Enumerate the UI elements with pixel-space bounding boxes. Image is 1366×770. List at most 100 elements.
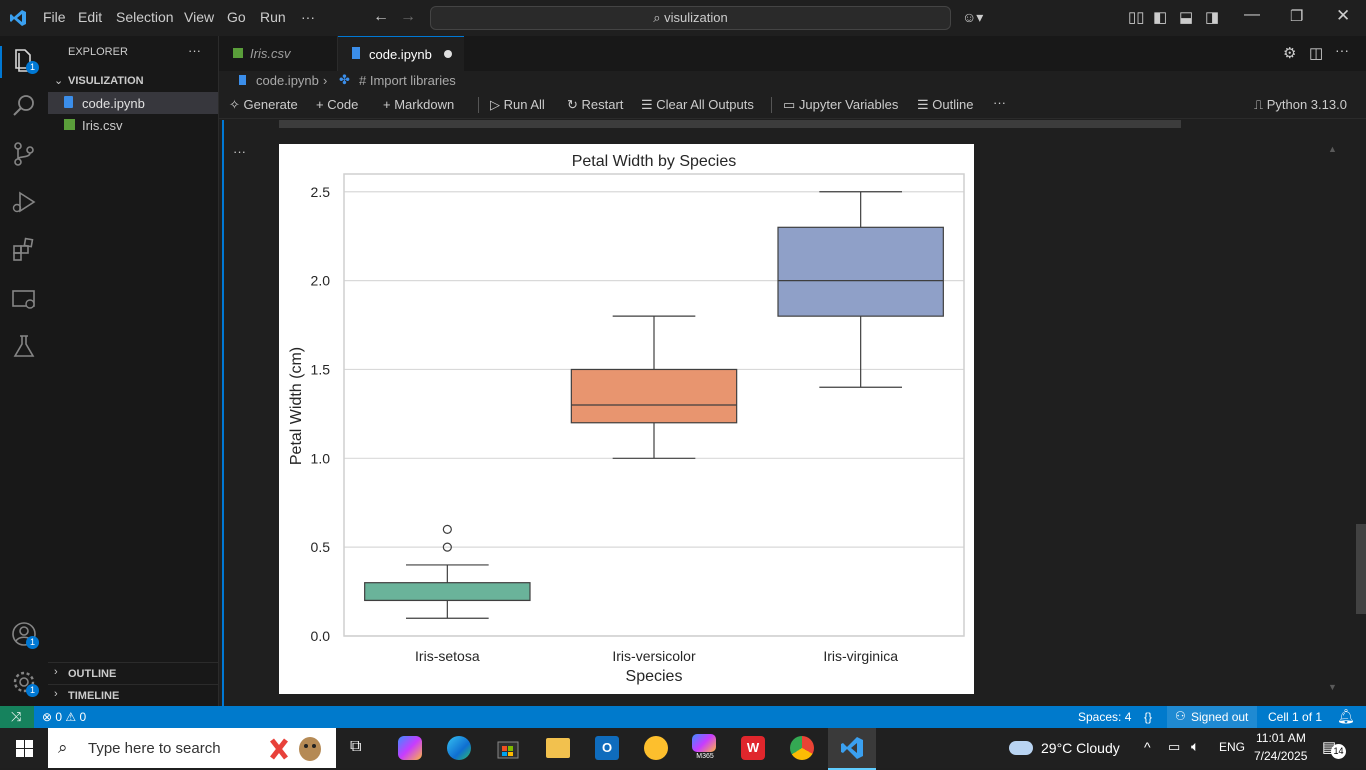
menu-view[interactable]: View: [184, 9, 215, 25]
close-window-icon[interactable]: ✕: [1336, 6, 1351, 25]
language-braces-icon[interactable]: {}: [1144, 710, 1153, 724]
horizontal-scrollbar[interactable]: [279, 120, 1181, 128]
cell-indicator[interactable]: Cell 1 of 1: [1268, 710, 1323, 724]
menu-more[interactable]: ···: [301, 9, 315, 25]
remote-explorer-icon[interactable]: [10, 286, 38, 314]
run-debug-icon[interactable]: [10, 188, 38, 216]
notification-center-icon[interactable]: ▤ 14: [1322, 738, 1346, 759]
remote-icon: ⤨: [11, 709, 22, 724]
forward-arrow-icon[interactable]: →: [400, 8, 416, 25]
y-tick-label: 2.5: [311, 184, 331, 200]
copilot-app-icon[interactable]: [398, 736, 422, 760]
scroll-up-icon[interactable]: ▲: [1328, 144, 1337, 154]
box-iris-virginica: [777, 191, 944, 388]
vscode-logo-icon[interactable]: [9, 9, 27, 27]
clear-outputs-button[interactable]: ☰ Clear All Outputs: [641, 97, 754, 112]
battery-icon[interactable]: ▭: [1168, 739, 1181, 754]
testing-icon[interactable]: [10, 332, 38, 360]
signed-out-status[interactable]: ⚇ Signed out: [1167, 706, 1257, 728]
breadcrumb-file[interactable]: code.ipynb: [256, 73, 319, 88]
menu-selection[interactable]: Selection: [116, 9, 174, 25]
toolbar-more-button[interactable]: ···: [993, 95, 1006, 110]
unsaved-dot-icon[interactable]: [444, 50, 452, 58]
tab-iris-csv[interactable]: Iris.csv: [219, 36, 338, 71]
language-indicator[interactable]: ENG: [1219, 740, 1246, 754]
customize-layout-icon[interactable]: ▯▯: [1128, 9, 1145, 26]
csv-file-icon: [64, 119, 75, 130]
cell-output-more[interactable]: ···: [233, 144, 246, 159]
timeline-section[interactable]: › TIMELINE: [48, 684, 218, 707]
x-tick-label: Iris-setosa: [415, 648, 480, 664]
minimize-icon[interactable]: —: [1244, 6, 1260, 23]
outline-button[interactable]: ☰ Outline: [917, 97, 974, 112]
toggle-secondary-sidebar-icon[interactable]: ◨: [1205, 9, 1220, 26]
file-item-iris-csv[interactable]: Iris.csv: [48, 114, 218, 136]
restart-icon: ↻: [567, 97, 582, 112]
more-actions-icon[interactable]: ···: [1335, 42, 1349, 58]
source-control-icon[interactable]: [10, 140, 38, 168]
toggle-panel-icon[interactable]: ⬓: [1179, 9, 1194, 26]
extensions-icon[interactable]: [10, 236, 38, 264]
add-code-button[interactable]: + Code: [316, 97, 359, 112]
remote-indicator[interactable]: ⤨: [0, 706, 34, 728]
outlier-point: [442, 542, 452, 552]
folder-header[interactable]: ⌄ VISULIZATION: [48, 72, 218, 92]
command-center-search[interactable]: ⌕ visulization: [430, 6, 951, 30]
gear-icon[interactable]: ⚙: [1283, 45, 1297, 62]
explorer-title: EXPLORER: [68, 46, 128, 58]
outline-label: OUTLINE: [68, 668, 117, 680]
notification-count: 14: [1331, 744, 1346, 759]
breadcrumb-symbol[interactable]: # Import libraries: [359, 73, 456, 88]
task-view-icon[interactable]: ⧉: [350, 738, 362, 755]
menu-run[interactable]: Run: [260, 9, 286, 25]
outline-section[interactable]: › OUTLINE: [48, 662, 218, 685]
restart-button[interactable]: ↻ Restart: [567, 97, 624, 112]
toolbar-divider: [771, 97, 772, 113]
settings-gear-icon[interactable]: [10, 668, 38, 696]
back-arrow-icon[interactable]: ←: [373, 8, 389, 25]
plot-frame: [343, 173, 965, 637]
windows-start-icon[interactable]: [16, 740, 33, 757]
taskbar-search-box[interactable]: ⌕ Type here to search: [48, 728, 336, 768]
explorer-more-button[interactable]: ···: [188, 43, 201, 58]
generate-button[interactable]: ✧ Generate: [229, 97, 298, 112]
notifications-bell-icon[interactable]: 🔔︎: [1337, 708, 1355, 724]
m365-app-icon[interactable]: M365: [692, 734, 718, 762]
accounts-icon: ⚇: [1175, 709, 1186, 723]
boxplot-chart: Petal Width by Species 0.0 0.5 1.0 1.5 2.0 2.…: [279, 144, 974, 694]
wps-office-icon[interactable]: W: [741, 736, 765, 760]
jupyter-variables-button[interactable]: ▭ Jupyter Variables: [783, 97, 899, 112]
chevron-up-icon[interactable]: ^: [1144, 739, 1151, 755]
file-item-code-ipynb[interactable]: code.ipynb: [48, 92, 218, 114]
run-all-button[interactable]: ▷ Run All: [490, 97, 545, 112]
split-editor-icon[interactable]: ◫: [1309, 45, 1324, 62]
kernel-picker[interactable]: ⎍ Python 3.13.0: [1254, 97, 1347, 112]
vscode-taskbar-button[interactable]: [828, 728, 876, 770]
outlook-icon[interactable]: O: [595, 736, 619, 760]
microsoft-store-icon[interactable]: [497, 737, 519, 759]
menu-edit[interactable]: Edit: [78, 9, 103, 25]
file-explorer-icon[interactable]: [546, 738, 570, 758]
toggle-sidebar-icon[interactable]: ◧: [1153, 9, 1168, 26]
menu-go[interactable]: Go: [227, 9, 246, 25]
clock-time[interactable]: 11:01 AM: [1256, 731, 1306, 745]
problems-indicator[interactable]: ⊗ 0 ⚠ 0: [42, 710, 87, 724]
volume-icon[interactable]: 🔈︎: [1191, 738, 1200, 754]
add-markdown-button[interactable]: + Markdown: [383, 97, 455, 112]
search-icon: ⌕: [58, 738, 68, 757]
vpn-shield-icon[interactable]: [644, 736, 668, 760]
search-icon[interactable]: [10, 92, 38, 120]
toolbar-divider: [478, 97, 479, 113]
tab-code-ipynb[interactable]: code.ipynb: [338, 36, 464, 72]
chrome-browser-icon[interactable]: [790, 736, 814, 760]
scroll-down-icon[interactable]: ▼: [1328, 682, 1337, 692]
indentation-indicator[interactable]: Spaces: 4: [1078, 710, 1132, 724]
explorer-badge: 1: [26, 61, 39, 74]
edge-browser-icon[interactable]: [447, 736, 471, 760]
vertical-scrollbar[interactable]: [1356, 524, 1366, 614]
clock-date[interactable]: 7/24/2025: [1254, 749, 1308, 763]
copilot-icon[interactable]: ☺▾: [962, 9, 984, 25]
restore-icon[interactable]: ❐: [1290, 8, 1304, 25]
menu-file[interactable]: File: [43, 9, 66, 25]
weather-text[interactable]: 29°C Cloudy: [1041, 740, 1120, 756]
